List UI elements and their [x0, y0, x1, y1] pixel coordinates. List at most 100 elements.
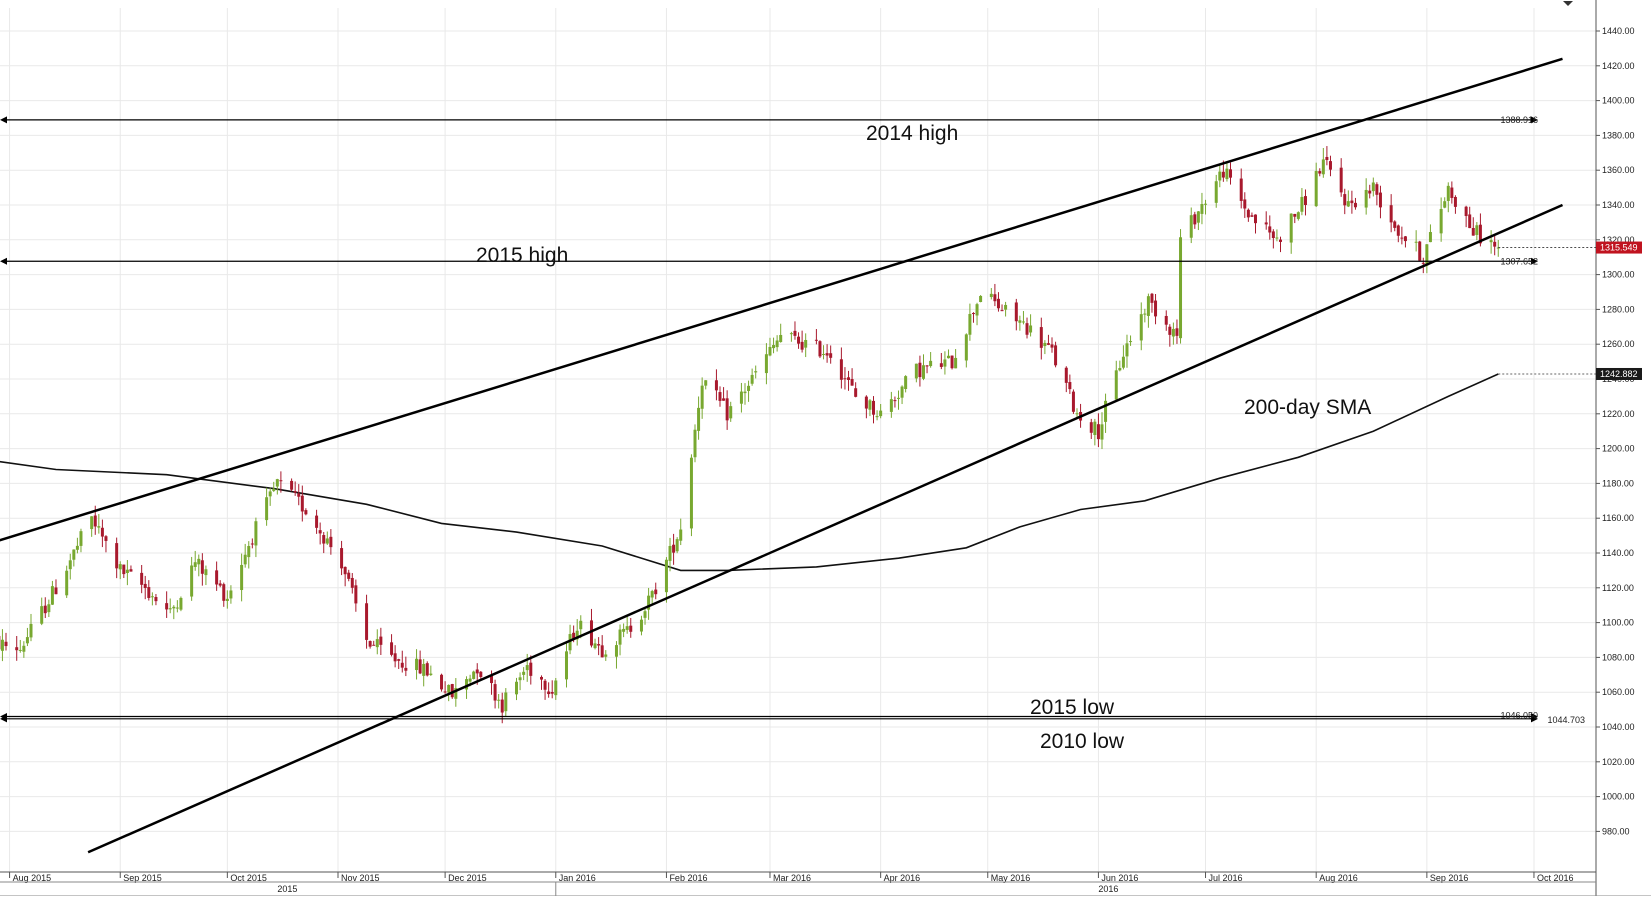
- candle-up: [504, 692, 507, 711]
- candle-up: [1225, 169, 1228, 179]
- candle-down: [397, 659, 400, 661]
- candle-up: [1076, 413, 1079, 414]
- candle-down: [818, 341, 821, 356]
- candle-down: [290, 481, 293, 490]
- candle-down: [840, 359, 843, 380]
- candle-down: [1450, 188, 1453, 198]
- candle-up: [604, 654, 607, 656]
- candle-up: [515, 682, 518, 695]
- candle-up: [1372, 182, 1375, 191]
- candle-up: [694, 430, 697, 457]
- candle-up: [447, 685, 450, 693]
- candle-up: [119, 564, 122, 569]
- candle-up: [126, 570, 129, 573]
- candle-down: [1325, 157, 1328, 160]
- candle-down: [1229, 169, 1232, 177]
- candle-up: [640, 620, 643, 632]
- candle-up: [1125, 343, 1128, 356]
- candle-down: [1318, 171, 1321, 173]
- candle-down: [1040, 327, 1043, 348]
- candle-up: [644, 611, 647, 618]
- y-tick-label: 1000.00: [1602, 792, 1635, 802]
- candle-up: [779, 335, 782, 342]
- candle-down: [540, 677, 543, 680]
- level-value-label: 1307.652: [1500, 256, 1538, 266]
- candle-down: [340, 548, 343, 568]
- y-tick-label: 980.00: [1602, 826, 1630, 836]
- candle-down: [201, 560, 204, 574]
- candle-up: [790, 333, 793, 334]
- candle-down: [54, 587, 57, 594]
- candle-up: [594, 643, 597, 648]
- candle-up: [1172, 329, 1175, 337]
- candle-down: [1340, 168, 1343, 193]
- candle-down: [551, 692, 554, 694]
- candle-up: [194, 562, 197, 567]
- candle-down: [893, 400, 896, 401]
- candle-down: [440, 675, 443, 690]
- candle-up: [1415, 242, 1418, 243]
- candle-up: [254, 521, 257, 545]
- candle-down: [44, 606, 47, 614]
- candle-up: [429, 674, 432, 675]
- candle-up: [651, 591, 654, 597]
- candle-down: [993, 294, 996, 301]
- x-year-label: 2015: [277, 884, 297, 894]
- candle-up: [579, 621, 582, 629]
- candle-down: [865, 397, 868, 409]
- candle-down: [726, 398, 729, 420]
- candle-up: [19, 650, 22, 651]
- candle-down: [654, 590, 657, 595]
- candle-up: [97, 526, 100, 527]
- candle-up: [751, 375, 754, 384]
- candle-down: [1493, 242, 1496, 247]
- annotation-2010-low: 2010 low: [1040, 730, 1125, 753]
- candle-up: [269, 491, 272, 496]
- candle-up: [1093, 422, 1096, 435]
- candle-up: [754, 371, 757, 372]
- candle-up: [690, 458, 693, 529]
- trendline: [88, 205, 1562, 852]
- candle-down: [529, 663, 532, 676]
- candle-up: [276, 479, 279, 486]
- candle-down: [1193, 214, 1196, 224]
- candle-up: [968, 314, 971, 335]
- candle-down: [129, 569, 132, 571]
- candle-up: [897, 398, 900, 399]
- candle-up: [740, 392, 743, 404]
- candle-up: [169, 608, 172, 609]
- candle-up: [1118, 368, 1121, 370]
- candle-down: [15, 647, 18, 650]
- candle-down: [219, 583, 222, 585]
- candle-down: [1065, 368, 1068, 383]
- candle-up: [1447, 186, 1450, 201]
- candle-down: [1165, 316, 1168, 325]
- candle-down: [1068, 382, 1071, 389]
- candle-up: [679, 530, 682, 541]
- candle-up: [197, 559, 200, 564]
- candle-down: [1272, 231, 1275, 238]
- candle-up: [247, 546, 250, 557]
- candle-down: [1015, 302, 1018, 321]
- level-value-label: 1388.916: [1500, 115, 1538, 125]
- candle-up: [26, 637, 29, 643]
- candle-up: [904, 376, 907, 389]
- candle-down: [997, 299, 1000, 308]
- chevron-down-icon: [1563, 1, 1573, 6]
- candle-down: [972, 313, 975, 314]
- candle-down: [1465, 207, 1468, 216]
- y-tick-label: 1260.00: [1602, 339, 1635, 349]
- candle-down: [719, 392, 722, 401]
- candle-up: [747, 386, 750, 391]
- candle-down: [372, 645, 375, 646]
- candle-up: [172, 607, 175, 609]
- candle-down: [351, 578, 354, 588]
- annotation-2014-high: 2014 high: [866, 122, 958, 145]
- candle-up: [804, 340, 807, 348]
- candle-down: [1390, 205, 1393, 222]
- y-tick-label: 1340.00: [1602, 200, 1635, 210]
- candle-down: [1393, 221, 1396, 227]
- candle-up: [1365, 190, 1368, 208]
